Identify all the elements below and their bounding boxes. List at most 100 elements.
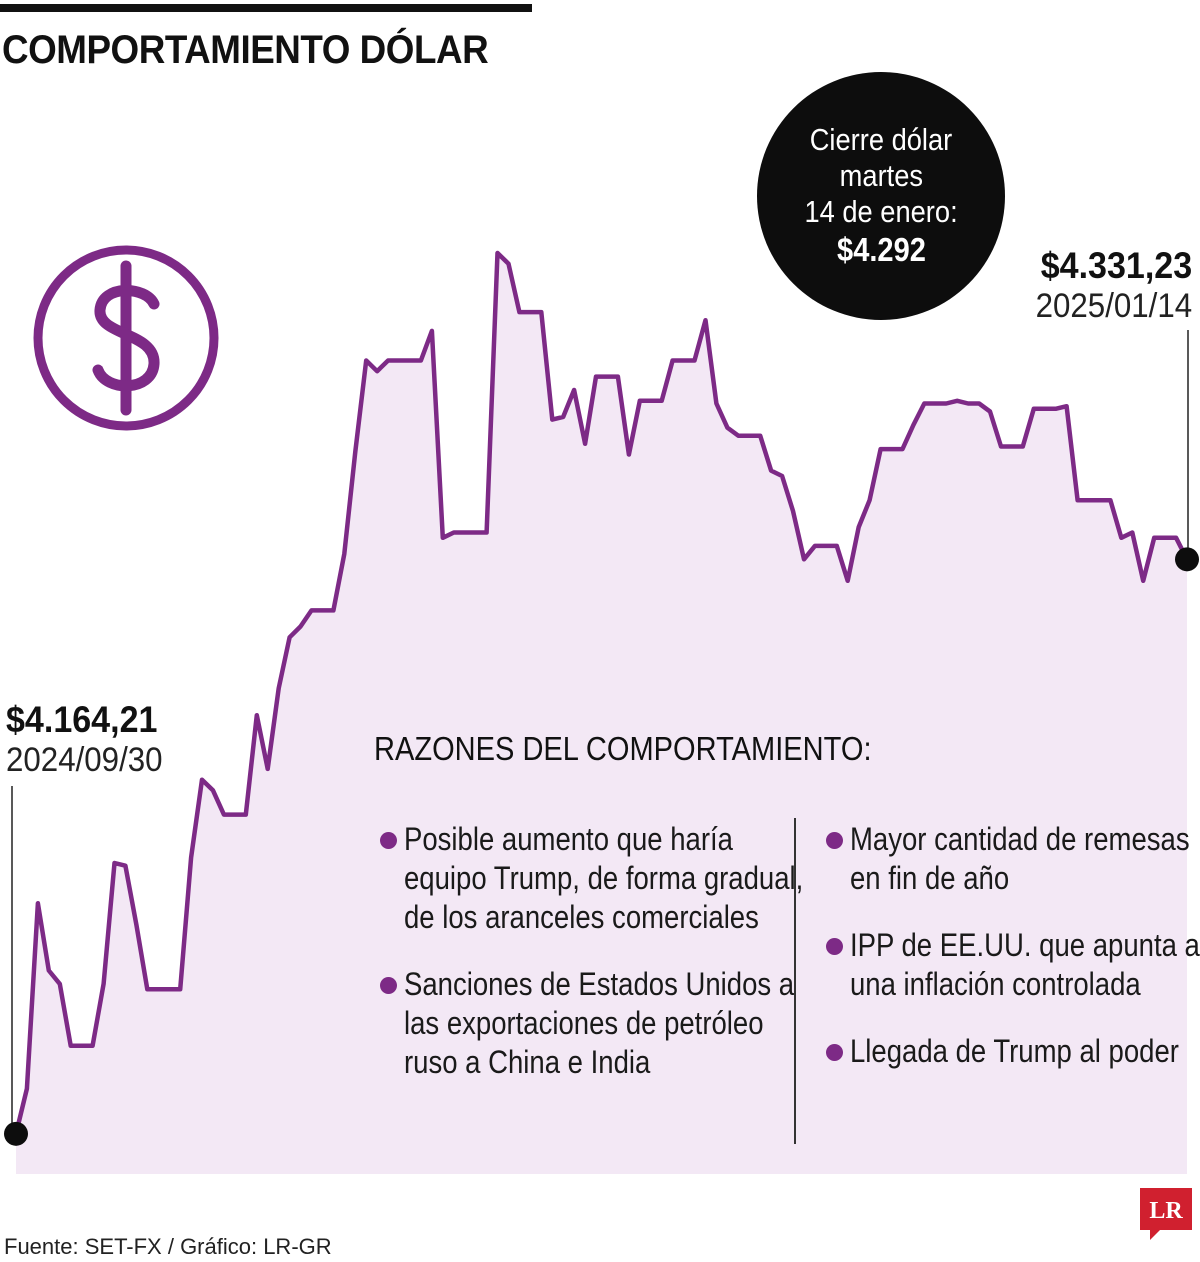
data-point — [802, 558, 805, 561]
start-point — [4, 1121, 28, 1146]
data-point — [1164, 536, 1167, 539]
data-point — [124, 864, 127, 867]
data-point — [157, 988, 160, 991]
data-point — [923, 402, 926, 405]
data-point — [201, 778, 204, 781]
reasons-left-column: Posible aumento que haría equipo Trump, … — [380, 820, 803, 1110]
data-point — [693, 359, 696, 362]
end-value-label: $4.331,23 2025/01/14 — [1022, 246, 1192, 326]
data-point — [781, 475, 784, 478]
data-point — [332, 609, 335, 612]
data-point — [682, 359, 685, 362]
data-point — [463, 531, 466, 534]
data-point — [967, 402, 970, 405]
data-point — [956, 399, 959, 402]
data-point — [573, 389, 576, 392]
data-point — [605, 375, 608, 378]
series-line — [13, 250, 1190, 1135]
callout-line: martes — [839, 158, 923, 193]
data-point — [584, 442, 587, 445]
bullet-icon — [380, 832, 397, 849]
data-point — [759, 434, 762, 437]
end-point — [1175, 547, 1199, 572]
data-point — [518, 311, 521, 314]
data-point — [704, 319, 707, 322]
data-point — [190, 856, 193, 859]
dollar-circle-icon — [33, 245, 219, 431]
data-point — [266, 767, 269, 770]
data-point — [365, 359, 368, 362]
data-point — [1175, 536, 1178, 539]
data-point — [430, 329, 433, 332]
data-point — [978, 402, 981, 405]
callout-line: Cierre dólar — [809, 122, 953, 157]
data-point — [824, 544, 827, 547]
lr-logo-icon: LR — [1140, 1188, 1192, 1240]
data-point — [419, 359, 422, 362]
title-bar-rule — [0, 4, 532, 12]
data-point — [934, 402, 937, 405]
data-point — [25, 1087, 28, 1090]
data-point — [58, 982, 61, 985]
data-point — [354, 450, 357, 453]
data-point — [901, 448, 904, 451]
data-point — [1153, 536, 1156, 539]
data-point — [310, 609, 313, 612]
page-title: COMPORTAMIENTO DÓLAR — [2, 28, 489, 72]
data-point — [1010, 445, 1013, 448]
data-point — [1131, 531, 1134, 534]
data-point — [485, 531, 488, 534]
data-point — [398, 359, 401, 362]
reason-item: Sanciones de Estados Unidos a las export… — [380, 965, 794, 1082]
bullet-icon — [826, 832, 843, 849]
data-point — [857, 526, 860, 529]
data-point — [376, 370, 379, 373]
data-point — [1032, 407, 1035, 410]
reason-item: Posible aumento que haría equipo Trump, … — [380, 820, 803, 937]
data-point — [441, 536, 444, 539]
data-point — [80, 1044, 83, 1047]
data-point — [1021, 445, 1024, 448]
data-point — [387, 359, 390, 362]
data-point — [529, 311, 532, 314]
data-point — [1076, 499, 1079, 502]
data-point — [770, 469, 773, 472]
data-point — [452, 531, 455, 534]
data-point — [846, 579, 849, 582]
data-point — [146, 988, 149, 991]
data-point — [671, 359, 674, 362]
area-fill — [16, 253, 1187, 1174]
data-point — [113, 861, 116, 864]
data-point — [211, 789, 214, 792]
bullet-icon — [826, 1044, 843, 1061]
column-divider — [794, 818, 796, 1144]
reason-item: Llegada de Trump al poder — [826, 1032, 1186, 1071]
end-value: $4.331,23 — [1040, 245, 1192, 286]
data-point — [102, 982, 105, 985]
data-point — [890, 448, 893, 451]
reason-item: Mayor cantidad de remesas en fin de año — [826, 820, 1190, 898]
data-point — [627, 453, 630, 456]
data-point — [36, 902, 39, 905]
data-point — [616, 375, 619, 378]
data-point — [474, 531, 477, 534]
reason-item: IPP de EE.UU. que apunta a una inflación… — [826, 926, 1200, 1004]
data-point — [649, 399, 652, 402]
data-point — [945, 402, 948, 405]
data-point — [868, 499, 871, 502]
data-point — [299, 625, 302, 628]
data-point — [496, 251, 499, 254]
data-point — [1142, 579, 1145, 582]
data-point — [989, 410, 992, 413]
callout-line: 14 de enero: — [804, 194, 958, 229]
data-point — [179, 988, 182, 991]
data-point — [1120, 536, 1123, 539]
data-point — [912, 423, 915, 426]
data-point — [1054, 407, 1057, 410]
bullet-icon — [380, 977, 397, 994]
reasons-right-column: Mayor cantidad de remesas en fin de año … — [826, 820, 1200, 1099]
logo-text: LR — [1149, 1198, 1183, 1224]
bullet-icon — [826, 938, 843, 955]
data-point — [999, 445, 1002, 448]
